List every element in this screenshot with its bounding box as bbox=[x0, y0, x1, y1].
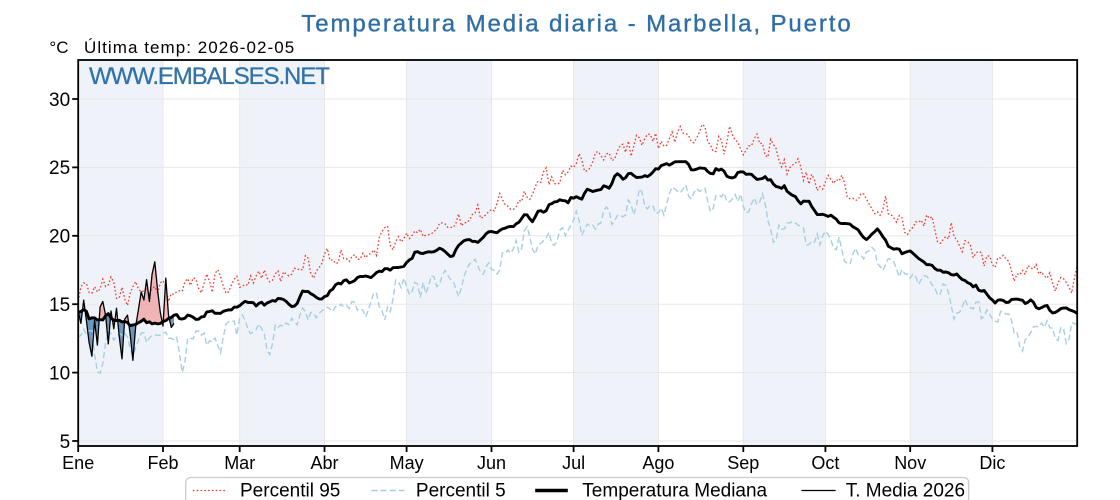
svg-text:May: May bbox=[390, 453, 424, 473]
svg-text:Percentil 95: Percentil 95 bbox=[240, 481, 340, 500]
svg-text:Mar: Mar bbox=[224, 453, 255, 473]
svg-text:Percentil 5: Percentil 5 bbox=[416, 481, 506, 500]
svg-text:Dic: Dic bbox=[979, 453, 1005, 473]
svg-text:WWW.EMBALSES.NET: WWW.EMBALSES.NET bbox=[89, 63, 330, 90]
svg-text:Ene: Ene bbox=[62, 453, 94, 473]
svg-text:Última temp: 2026-02-05: Última temp: 2026-02-05 bbox=[84, 38, 295, 57]
svg-text:T. Media 2026: T. Media 2026 bbox=[846, 481, 965, 500]
svg-text:25: 25 bbox=[49, 158, 70, 179]
svg-text:30: 30 bbox=[49, 90, 70, 111]
svg-text:Oct: Oct bbox=[811, 453, 839, 473]
svg-text:5: 5 bbox=[60, 432, 71, 453]
svg-text:15: 15 bbox=[49, 295, 70, 316]
svg-text:Temperatura Media diaria - Mar: Temperatura Media diaria - Marbella, Pue… bbox=[301, 11, 852, 38]
svg-text:°C: °C bbox=[49, 38, 68, 57]
svg-text:Nov: Nov bbox=[894, 453, 926, 473]
svg-text:Sep: Sep bbox=[727, 453, 759, 473]
svg-text:Abr: Abr bbox=[310, 453, 338, 473]
svg-text:Jun: Jun bbox=[477, 453, 506, 473]
svg-text:Ago: Ago bbox=[642, 453, 674, 473]
svg-text:20: 20 bbox=[49, 227, 70, 248]
svg-text:Jul: Jul bbox=[562, 453, 585, 473]
svg-text:Feb: Feb bbox=[147, 453, 178, 473]
svg-text:10: 10 bbox=[49, 363, 70, 384]
svg-text:Temperatura Mediana: Temperatura Mediana bbox=[582, 481, 767, 500]
